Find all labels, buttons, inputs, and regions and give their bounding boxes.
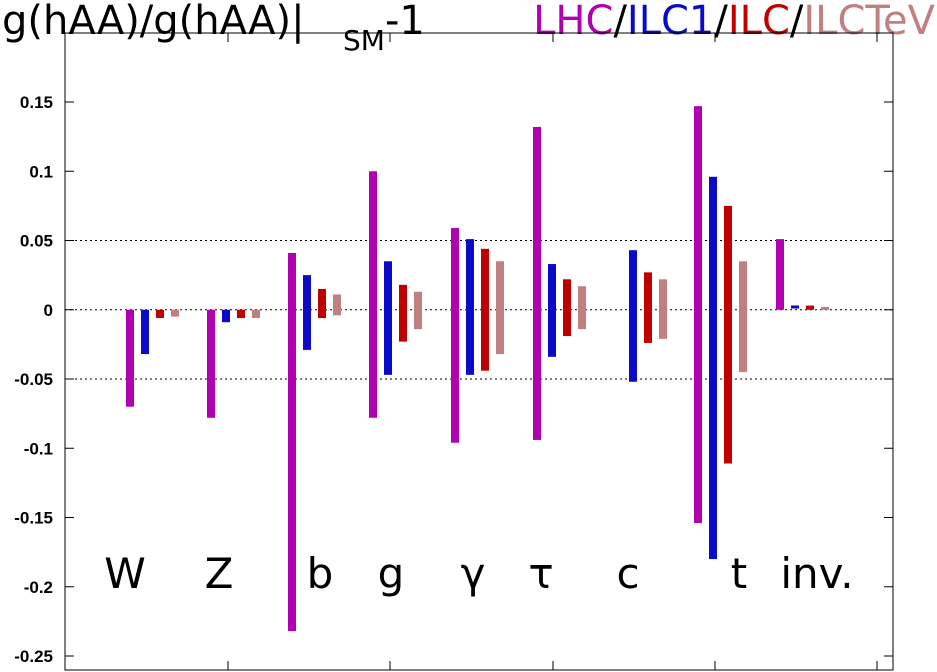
bar-ilctev-7	[739, 261, 747, 373]
plot-frame	[64, 32, 894, 671]
bar-ilc-6	[644, 272, 652, 343]
y-tick-label: -0.1	[24, 439, 53, 458]
bar-ilctev-1	[252, 309, 260, 319]
bar-ilc-7	[724, 205, 732, 464]
category-label: Z	[205, 549, 234, 598]
bar-lhc-5	[533, 126, 541, 440]
bar-ilctev-8	[821, 306, 829, 310]
category-label: g	[378, 549, 405, 598]
legend-separator: /	[714, 0, 728, 44]
bar-lhc-3	[369, 171, 377, 418]
legend-separator: /	[790, 0, 804, 44]
y-tick-label: 0	[44, 301, 53, 320]
grid	[65, 240, 893, 380]
category-label: inv.	[780, 549, 853, 598]
bar-ilctev-2	[333, 294, 341, 316]
legend-entry-ilctev: ILCTeV	[803, 0, 935, 44]
title-subscript: SM	[343, 24, 385, 57]
category-label: τ	[528, 549, 553, 598]
legend-entry-ilc: ILC	[728, 0, 790, 44]
title-expression-tail: -1	[385, 0, 425, 44]
y-tick-label: -0.2	[24, 578, 53, 597]
category-label: γ	[461, 549, 486, 598]
bar-ilctev-4	[496, 261, 504, 355]
bar-ilc1-6	[629, 250, 637, 382]
bar-ilc-0	[156, 309, 164, 319]
y-tick-label: -0.05	[14, 370, 53, 389]
bar-ilc1-8	[791, 305, 799, 309]
y-tick-label: -0.15	[14, 509, 53, 528]
bar-ilc1-5	[548, 264, 556, 357]
bar-ilc-4	[481, 248, 489, 371]
bar-ilc1-4	[466, 239, 474, 375]
bar-lhc-7	[694, 106, 702, 524]
bar-ilc1-2	[303, 275, 311, 350]
bar-ilctev-6	[659, 279, 667, 339]
bars	[126, 106, 829, 632]
bar-lhc-8	[776, 239, 784, 310]
bar-lhc-4	[451, 228, 459, 443]
legend-entry-lhc: LHC	[533, 0, 613, 44]
legend: LHC/ILC1/ILC/ILCTeV	[533, 0, 935, 44]
bar-ilc-5	[563, 279, 571, 337]
bar-lhc-1	[207, 309, 215, 418]
legend-entry-ilc1: ILC1	[627, 0, 714, 44]
category-label: t	[731, 549, 747, 598]
bar-ilctev-0	[171, 309, 179, 317]
y-tick-label: 0.05	[20, 232, 53, 251]
legend-separator: /	[613, 0, 627, 44]
title-expression: g(hAA)/g(hAA)|	[2, 0, 305, 44]
bar-lhc-2	[288, 252, 296, 632]
axes: -0.25 -0.2 -0.15 -0.1 -0.05 0 0.05 0.1 0.15	[14, 32, 894, 671]
bar-lhc-0	[126, 309, 134, 407]
chart-title: g(hAA)/g(hAA)| SM -1 LHC/ILC1/ILC/ILCTeV	[2, 0, 936, 57]
bar-ilc-1	[237, 309, 245, 319]
y-tick-label: 0.15	[20, 93, 53, 112]
bar-ilc1-1	[222, 309, 230, 323]
bar-ilctev-5	[578, 286, 586, 330]
bar-ilc-3	[399, 284, 407, 342]
category-label: b	[307, 549, 334, 598]
category-label: c	[616, 549, 639, 598]
y-tick-label: -0.25	[14, 647, 53, 666]
category-label: W	[104, 549, 146, 598]
bar-ilc-2	[318, 288, 326, 319]
bar-ilc1-7	[709, 176, 717, 560]
bar-ilc1-0	[141, 309, 149, 355]
bar-ilctev-3	[414, 291, 422, 330]
y-tick-label: 0.1	[29, 162, 53, 181]
bar-ilc-8	[806, 305, 814, 310]
bar-ilc1-3	[384, 261, 392, 375]
